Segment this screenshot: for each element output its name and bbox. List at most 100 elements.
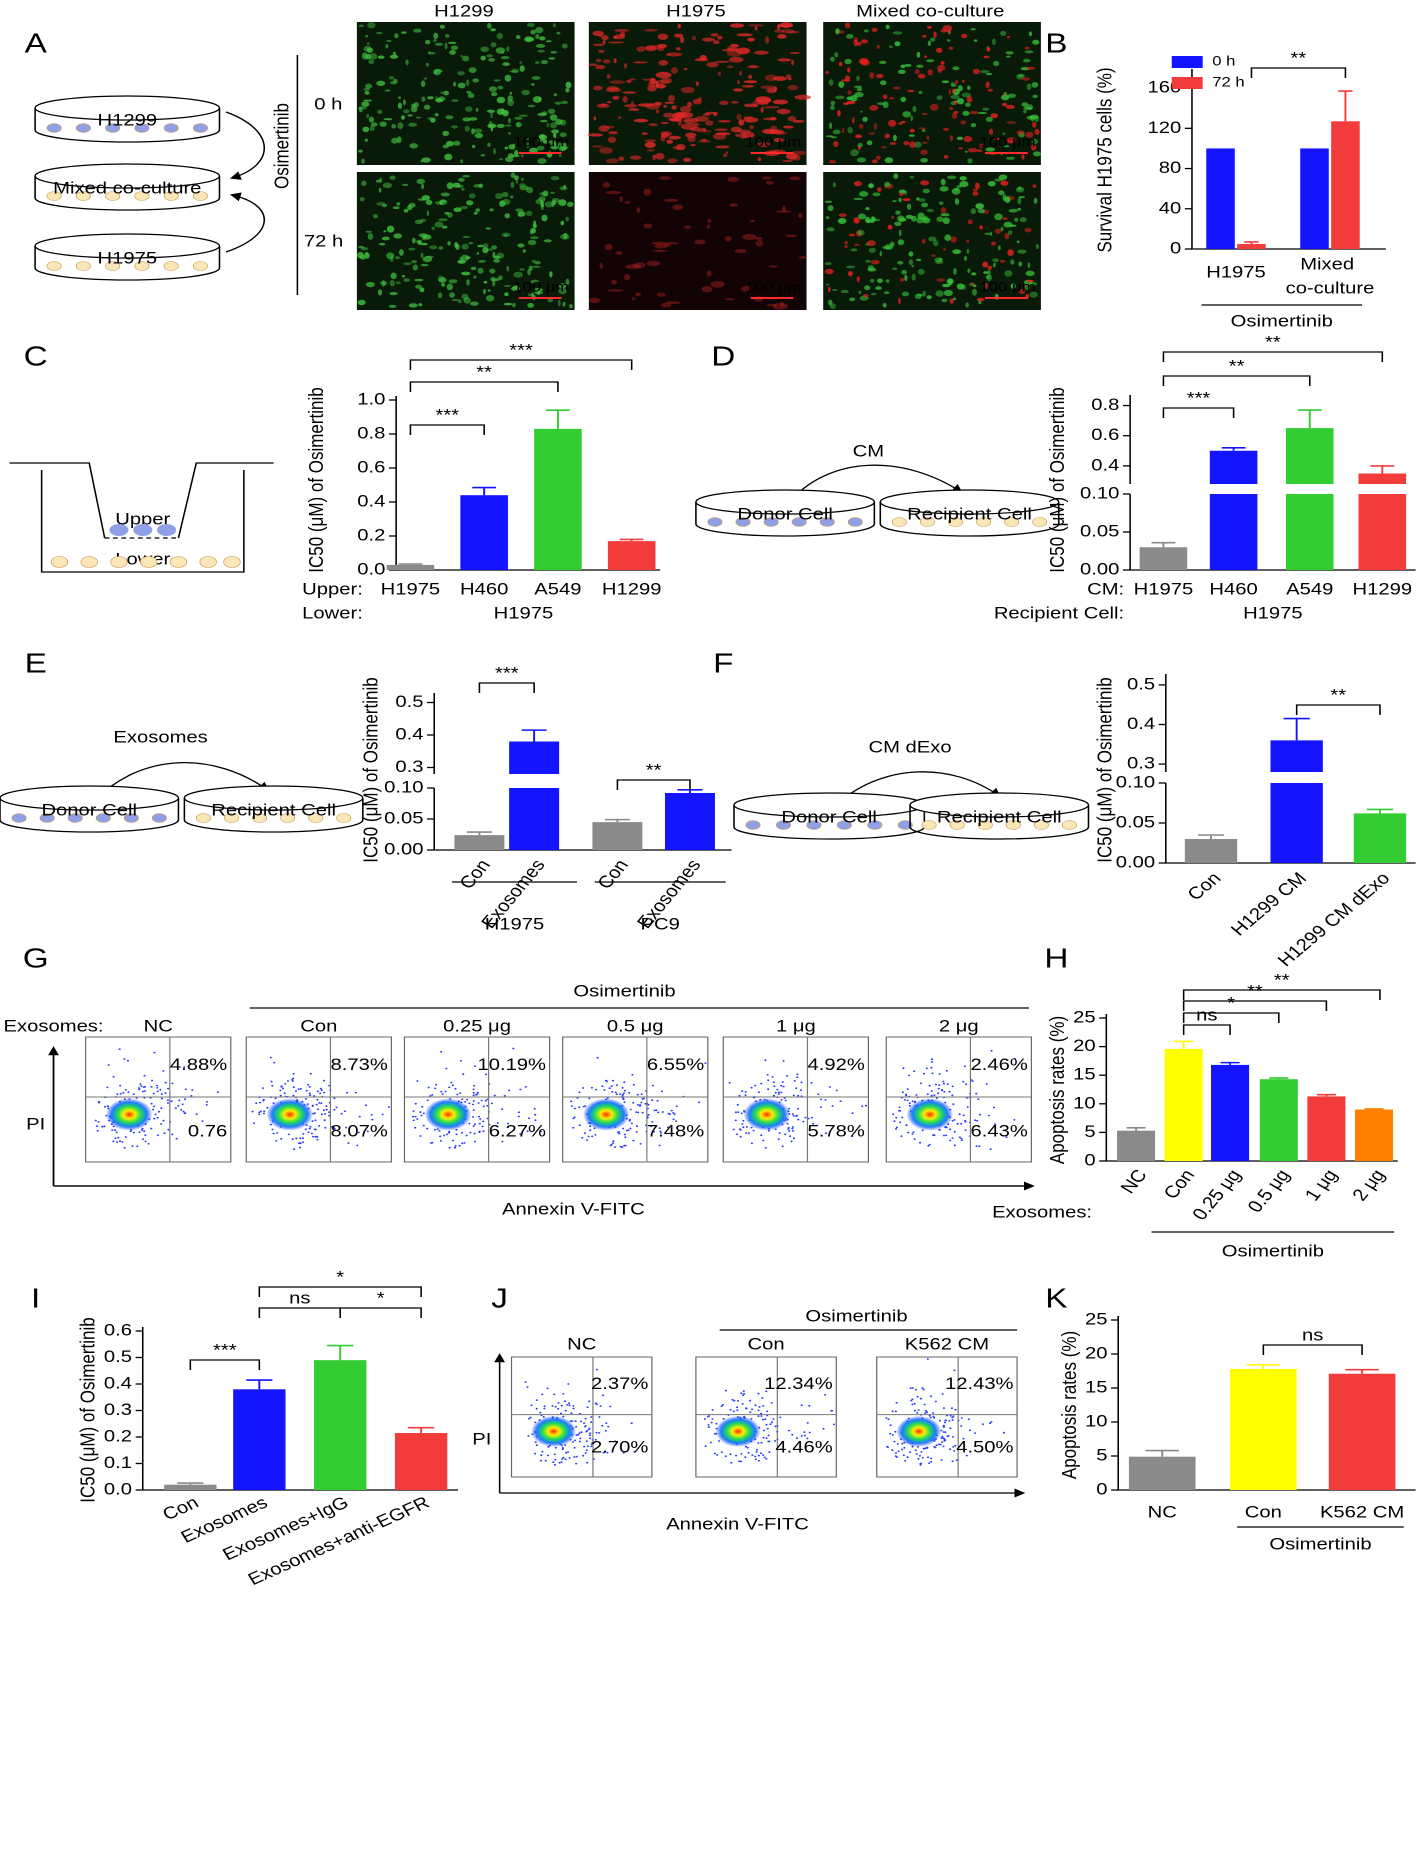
bar (1210, 451, 1258, 570)
event-dot (317, 1108, 319, 1110)
bar (1237, 244, 1266, 249)
cell-signal (600, 263, 603, 269)
event-dot (953, 1119, 955, 1121)
event-dot (541, 1394, 543, 1396)
event-dot (619, 1093, 621, 1095)
event-dot (729, 1453, 731, 1455)
event-dot (479, 1118, 481, 1120)
cell-signal (861, 60, 870, 66)
event-dot (653, 1110, 655, 1112)
event-dot (836, 1090, 838, 1092)
event-dot (601, 1425, 603, 1427)
event-dot (323, 1109, 325, 1111)
cell-signal (1004, 222, 1013, 228)
event-dot (114, 1129, 116, 1131)
cell-signal (589, 298, 600, 304)
cell-signal (919, 127, 926, 129)
cell-signal (850, 149, 859, 156)
cell-signal (366, 282, 375, 287)
event-dot (832, 1105, 834, 1107)
error-bar (1198, 835, 1224, 839)
event-dot (167, 1102, 169, 1104)
event-dot (952, 1446, 954, 1448)
cell-signal (555, 119, 563, 125)
cell-signal (701, 139, 707, 142)
cell-signal (888, 225, 893, 230)
cell-signal (871, 260, 880, 264)
cell-signal (1005, 105, 1015, 109)
event-dot (524, 1381, 526, 1383)
cell-signal (968, 220, 973, 225)
cell-signal (672, 118, 680, 121)
cell-signal (736, 48, 750, 55)
event-dot (786, 1075, 788, 1077)
event-dot (536, 1444, 538, 1446)
quadrant-value: 12.43% (945, 1374, 1014, 1393)
event-dot (479, 1123, 481, 1125)
cell-signal (903, 198, 911, 201)
event-dot (895, 1128, 897, 1130)
panel-label: E (25, 647, 47, 679)
event-dot (440, 1091, 442, 1093)
event-dot (795, 1087, 797, 1089)
cell-signal (825, 262, 832, 265)
event-dot (501, 1141, 503, 1143)
cell-signal (707, 62, 719, 67)
cell-signal (672, 146, 681, 149)
cell-signal (910, 129, 915, 133)
event-dot (605, 1430, 607, 1432)
event-dot (807, 1422, 809, 1424)
cell-signal (922, 142, 927, 144)
event-dot (745, 1132, 747, 1134)
event-dot (738, 1460, 740, 1462)
cell-signal (595, 65, 605, 69)
cell-signal (449, 50, 456, 55)
cell-signal (656, 72, 672, 78)
cell-signal (418, 303, 422, 306)
event-dot (612, 1080, 614, 1082)
y-tick-label: 25 (1085, 1309, 1107, 1328)
event-dot (482, 1121, 484, 1123)
cell-signal (655, 153, 665, 160)
x-tick-label: Con (1159, 1166, 1199, 1203)
cell-signal (561, 101, 568, 104)
cell-signal (527, 105, 535, 108)
event-dot (159, 1089, 161, 1091)
event-dot (767, 1079, 769, 1081)
cell-signal (941, 207, 947, 213)
event-dot (460, 1060, 462, 1062)
event-dot (629, 1128, 631, 1130)
cell-signal (825, 269, 834, 274)
event-dot (774, 1425, 776, 1427)
event-dot (555, 1447, 557, 1449)
event-dot (461, 1132, 463, 1134)
cell-signal (1023, 107, 1032, 110)
cell-signal (512, 303, 516, 307)
event-dot (446, 1134, 448, 1136)
x-tick-label: H1975 (381, 579, 441, 598)
cell-signal (420, 160, 423, 163)
cell-signal (603, 40, 606, 44)
cell-signal (625, 201, 630, 204)
event-dot (931, 1058, 933, 1060)
cell-signal (608, 137, 617, 144)
y-tick-label: 0.3 (1127, 753, 1155, 772)
significance-label: ns (289, 1288, 310, 1307)
event-dot (765, 1147, 767, 1149)
cell-signal (451, 99, 458, 102)
cell-signal (857, 158, 866, 163)
event-dot (762, 1140, 764, 1142)
cell-signal (717, 36, 722, 40)
event-dot (157, 1134, 159, 1136)
cell-signal (655, 244, 667, 249)
cell-signal (546, 40, 552, 42)
event-dot (782, 1145, 784, 1147)
event-dot (585, 1452, 587, 1454)
cell-signal (603, 182, 611, 188)
event-dot (452, 1084, 454, 1086)
event-dot (758, 1410, 760, 1412)
cell-signal (897, 261, 903, 265)
event-dot (919, 1455, 921, 1457)
event-dot (312, 1105, 314, 1107)
event-dot (280, 1095, 282, 1097)
